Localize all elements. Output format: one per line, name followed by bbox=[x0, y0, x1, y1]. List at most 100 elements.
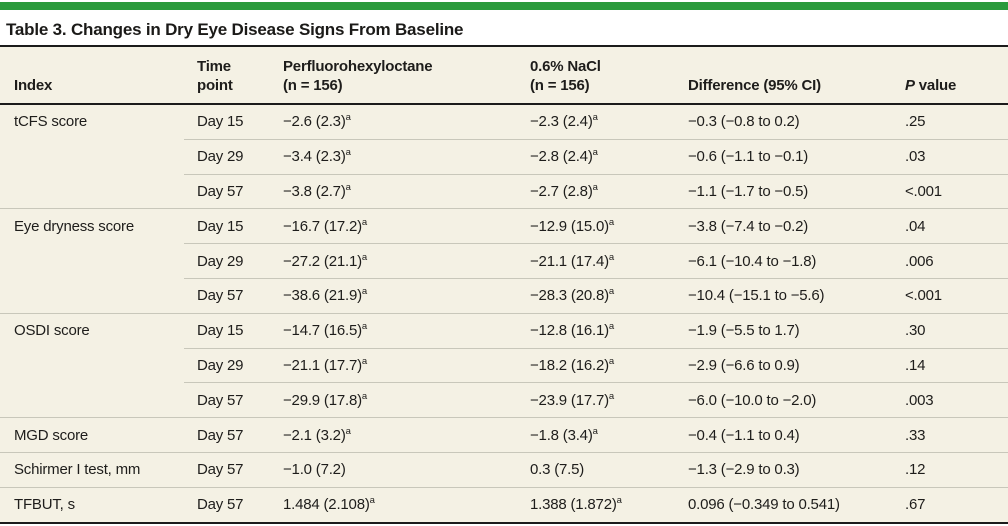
footnote-marker: a bbox=[592, 147, 598, 159]
cell-diff: −0.4 (−1.1 to 0.4) bbox=[675, 417, 892, 453]
table-row: Schirmer I test, mm Day 57 −1.0 (7.2) 0.3 (… bbox=[0, 451, 1008, 488]
cell-time: Day 29 bbox=[184, 347, 270, 383]
cell-drug: −2.1 (3.2)a bbox=[270, 417, 517, 453]
cell-diff: −1.1 (−1.7 to −0.5) bbox=[675, 173, 892, 209]
cell-time: Day 29 bbox=[184, 243, 270, 279]
cell-drug: −21.1 (17.7)a bbox=[270, 347, 517, 383]
accent-bar bbox=[0, 2, 1008, 10]
cell-p: .67 bbox=[892, 486, 1008, 523]
table-row: Day 57 −3.8 (2.7)a −2.7 (2.8)a −1.1 (−1.7 t… bbox=[0, 173, 1008, 209]
cell-diff: −6.0 (−10.0 to −2.0) bbox=[675, 382, 892, 418]
table-row: TFBUT, s Day 57 1.484 (2.108)a 1.388 (1.872… bbox=[0, 486, 1008, 523]
cell-p: .25 bbox=[892, 103, 1008, 140]
cell-index bbox=[0, 244, 184, 279]
cell-time: Day 15 bbox=[184, 208, 270, 244]
cell-p: .03 bbox=[892, 138, 1008, 175]
table-row: Day 29 −21.1 (17.7)a −18.2 (16.2)a −2.9 (−6… bbox=[0, 347, 1008, 383]
cell-drug: −2.6 (2.3)a bbox=[270, 103, 517, 140]
cell-index bbox=[0, 383, 184, 418]
footnote-marker: a bbox=[369, 495, 375, 507]
cell-index: Schirmer I test, mm bbox=[0, 451, 184, 488]
footnote-marker: a bbox=[345, 147, 351, 159]
cell-drug: −38.6 (21.9)a bbox=[270, 277, 517, 314]
cell-index: MGD score bbox=[0, 417, 184, 453]
cell-index: OSDI score bbox=[0, 312, 184, 349]
footnote-marker: a bbox=[345, 181, 351, 193]
footnote-marker: a bbox=[345, 112, 351, 124]
cell-diff: −1.9 (−5.5 to 1.7) bbox=[675, 312, 892, 349]
table-row: Day 57 −29.9 (17.8)a −23.9 (17.7)a −6.0 (−1… bbox=[0, 382, 1008, 418]
cell-nacl: −2.3 (2.4)a bbox=[517, 103, 675, 140]
cell-drug: −29.9 (17.8)a bbox=[270, 382, 517, 418]
cell-index bbox=[0, 139, 184, 174]
cell-index: Eye dryness score bbox=[0, 208, 184, 244]
cell-drug: −16.7 (17.2)a bbox=[270, 208, 517, 244]
footnote-marker: a bbox=[616, 495, 622, 507]
cell-drug: −14.7 (16.5)a bbox=[270, 312, 517, 349]
table-row: OSDI score Day 15 −14.7 (16.5)a −12.8 (16.1… bbox=[0, 312, 1008, 349]
cell-nacl: 0.3 (7.5) bbox=[517, 451, 675, 488]
cell-drug: −27.2 (21.1)a bbox=[270, 243, 517, 279]
footnote-marker: a bbox=[592, 181, 598, 193]
cell-time: Day 15 bbox=[184, 103, 270, 140]
cell-p: <.001 bbox=[892, 277, 1008, 314]
table-header-row: Index Time point Perfluorohexyloctane (n = 1… bbox=[0, 46, 1008, 105]
cell-index: tCFS score bbox=[0, 103, 184, 140]
cell-time: Day 15 bbox=[184, 312, 270, 349]
cell-time: Day 57 bbox=[184, 486, 270, 523]
footnote-marker: a bbox=[361, 251, 368, 263]
col-header-nacl: 0.6% NaCl (n = 156) bbox=[517, 46, 675, 105]
cell-p: .003 bbox=[892, 382, 1008, 418]
cell-p: .14 bbox=[892, 347, 1008, 383]
cell-nacl: −2.7 (2.8)a bbox=[517, 173, 675, 209]
table-row: Day 29 −27.2 (21.1)a −21.1 (17.4)a −6.1 (−1… bbox=[0, 243, 1008, 279]
col-header-time: Time point bbox=[184, 46, 270, 105]
cell-nacl: −18.2 (16.2)a bbox=[517, 347, 675, 383]
cell-diff: −1.3 (−2.9 to 0.3) bbox=[675, 451, 892, 488]
cell-time: Day 57 bbox=[184, 451, 270, 488]
footnote-marker: a bbox=[361, 390, 368, 402]
cell-p: .30 bbox=[892, 312, 1008, 349]
cell-nacl: 1.388 (1.872)a bbox=[517, 486, 675, 523]
cell-nacl: −2.8 (2.4)a bbox=[517, 138, 675, 175]
footnote-marker: a bbox=[608, 355, 615, 367]
table-row: Eye dryness score Day 15 −16.7 (17.2)a −12.… bbox=[0, 208, 1008, 244]
cell-p: .04 bbox=[892, 208, 1008, 244]
cell-diff: −2.9 (−6.6 to 0.9) bbox=[675, 347, 892, 383]
cell-diff: −3.8 (−7.4 to −0.2) bbox=[675, 208, 892, 244]
cell-drug: −3.8 (2.7)a bbox=[270, 173, 517, 209]
footnote-marker: a bbox=[345, 425, 351, 437]
cell-diff: −0.3 (−0.8 to 0.2) bbox=[675, 103, 892, 140]
col-header-p: P value bbox=[892, 46, 1008, 105]
footnote-marker: a bbox=[608, 321, 615, 333]
footnote-marker: a bbox=[608, 286, 615, 298]
cell-diff: −10.4 (−15.1 to −5.6) bbox=[675, 277, 892, 314]
dry-eye-signs-table: Index Time point Perfluorohexyloctane (n = 1… bbox=[0, 45, 1008, 524]
col-header-index: Index bbox=[0, 46, 184, 105]
cell-p: .006 bbox=[892, 243, 1008, 279]
cell-p: .33 bbox=[892, 417, 1008, 453]
cell-nacl: −12.8 (16.1)a bbox=[517, 312, 675, 349]
cell-nacl: −1.8 (3.4)a bbox=[517, 417, 675, 453]
footnote-marker: a bbox=[361, 286, 368, 298]
cell-time: Day 57 bbox=[184, 417, 270, 453]
footnote-marker: a bbox=[361, 355, 368, 367]
footnote-marker: a bbox=[608, 216, 615, 228]
col-header-drug: Perfluorohexyloctane (n = 156) bbox=[270, 46, 517, 105]
cell-time: Day 57 bbox=[184, 382, 270, 418]
footnote-marker: a bbox=[592, 112, 598, 124]
cell-drug: −1.0 (7.2) bbox=[270, 451, 517, 488]
cell-index: TFBUT, s bbox=[0, 486, 184, 523]
table-row: MGD score Day 57 −2.1 (3.2)a −1.8 (3.4)a −0.… bbox=[0, 417, 1008, 453]
cell-nacl: −23.9 (17.7)a bbox=[517, 382, 675, 418]
footnote-marker: a bbox=[361, 216, 368, 228]
footnote-marker: a bbox=[592, 425, 598, 437]
cell-p: .12 bbox=[892, 451, 1008, 488]
footnote-marker: a bbox=[361, 321, 368, 333]
cell-p: <.001 bbox=[892, 173, 1008, 209]
table-title: Table 3. Changes in Dry Eye Disease Sign… bbox=[6, 20, 464, 39]
table-row: Day 29 −3.4 (2.3)a −2.8 (2.4)a −0.6 (−1.1 t… bbox=[0, 138, 1008, 175]
cell-time: Day 57 bbox=[184, 277, 270, 314]
cell-index bbox=[0, 348, 184, 383]
cell-nacl: −12.9 (15.0)a bbox=[517, 208, 675, 244]
